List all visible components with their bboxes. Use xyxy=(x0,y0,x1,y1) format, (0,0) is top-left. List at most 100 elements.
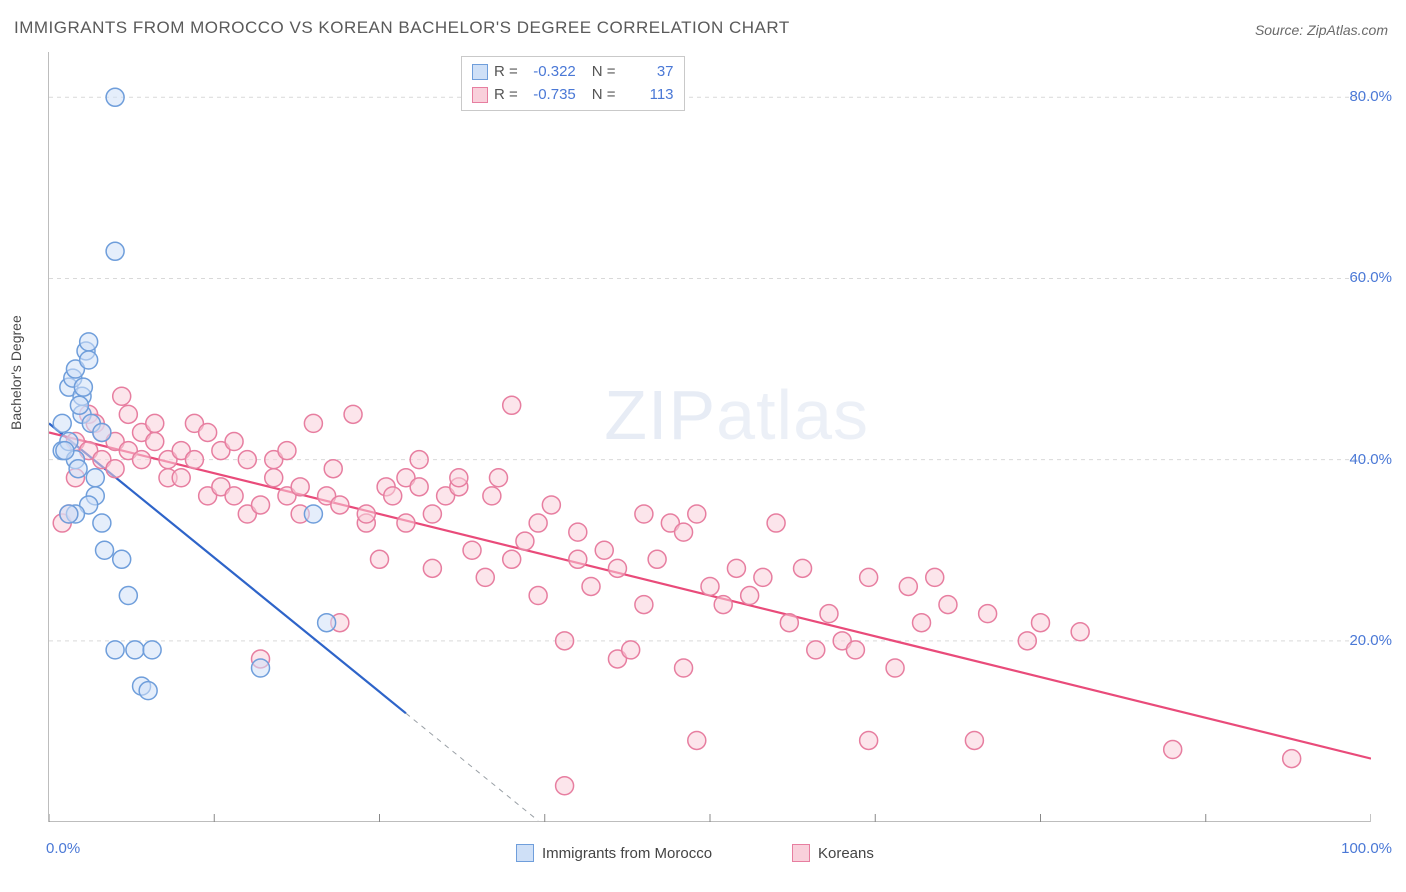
koreans-point xyxy=(754,568,772,586)
koreans-point xyxy=(172,469,190,487)
chart-plot-area: ZIPatlas R = -0.322N = 37R = -0.735N = 1… xyxy=(48,52,1370,822)
koreans-point xyxy=(450,469,468,487)
morocco-point xyxy=(56,442,74,460)
koreans-point xyxy=(688,505,706,523)
koreans-point xyxy=(635,505,653,523)
koreans-point xyxy=(463,541,481,559)
koreans-point xyxy=(357,505,375,523)
stats-row-koreans: R = -0.735N = 113 xyxy=(472,84,674,107)
koreans-point xyxy=(767,514,785,532)
koreans-point xyxy=(1032,614,1050,632)
source-attribution: Source: ZipAtlas.com xyxy=(1255,22,1388,38)
koreans-point xyxy=(860,568,878,586)
koreans-point xyxy=(106,460,124,478)
koreans-point xyxy=(675,659,693,677)
morocco-point xyxy=(113,550,131,568)
koreans-point xyxy=(675,523,693,541)
koreans-point xyxy=(423,559,441,577)
koreans-point xyxy=(807,641,825,659)
koreans-point xyxy=(278,442,296,460)
koreans-point xyxy=(476,568,494,586)
koreans-swatch-icon xyxy=(472,87,488,103)
stats-row-morocco: R = -0.322N = 37 xyxy=(472,61,674,84)
koreans-point xyxy=(119,405,137,423)
morocco-point xyxy=(106,242,124,260)
koreans-point xyxy=(410,451,428,469)
morocco-point xyxy=(80,351,98,369)
koreans-point xyxy=(780,614,798,632)
koreans-point xyxy=(979,605,997,623)
koreans-point xyxy=(569,523,587,541)
koreans-point xyxy=(556,632,574,650)
koreans-point xyxy=(913,614,931,632)
y-tick-label: 60.0% xyxy=(1349,269,1392,286)
koreans-point xyxy=(133,451,151,469)
koreans-point xyxy=(569,550,587,568)
koreans-point xyxy=(238,451,256,469)
morocco-point xyxy=(119,587,137,605)
x-tick-label-right: 100.0% xyxy=(1341,840,1392,857)
koreans-point xyxy=(516,532,534,550)
koreans-point xyxy=(185,451,203,469)
y-tick-label: 40.0% xyxy=(1349,451,1392,468)
koreans-point xyxy=(926,568,944,586)
koreans-point xyxy=(265,469,283,487)
y-tick-label: 80.0% xyxy=(1349,88,1392,105)
koreans-legend-label: Koreans xyxy=(818,845,874,862)
koreans-point xyxy=(503,550,521,568)
morocco-point xyxy=(106,641,124,659)
koreans-point xyxy=(225,433,243,451)
source-name: ZipAtlas.com xyxy=(1307,22,1388,38)
koreans-point xyxy=(939,596,957,614)
koreans-point xyxy=(483,487,501,505)
koreans-point xyxy=(344,405,362,423)
morocco-point xyxy=(80,333,98,351)
koreans-point xyxy=(199,423,217,441)
koreans-point xyxy=(331,496,349,514)
correlation-stats-box: R = -0.322N = 37R = -0.735N = 113 xyxy=(461,56,685,111)
koreans-point xyxy=(622,641,640,659)
morocco-point xyxy=(318,614,336,632)
koreans-point xyxy=(714,596,732,614)
koreans-point xyxy=(397,514,415,532)
koreans-point xyxy=(146,433,164,451)
legend-item-morocco: Immigrants from Morocco xyxy=(516,844,712,862)
morocco-legend-label: Immigrants from Morocco xyxy=(542,845,712,862)
y-axis-label: Bachelor's Degree xyxy=(8,315,24,430)
koreans-point xyxy=(410,478,428,496)
morocco-point xyxy=(93,514,111,532)
koreans-point xyxy=(794,559,812,577)
koreans-point xyxy=(371,550,389,568)
morocco-swatch-icon xyxy=(472,64,488,80)
koreans-point xyxy=(595,541,613,559)
stat-r-label: R = xyxy=(494,84,518,107)
morocco-point xyxy=(53,414,71,432)
koreans-point xyxy=(648,550,666,568)
koreans-point xyxy=(860,731,878,749)
koreans-point xyxy=(529,587,547,605)
stat-r-value: -0.322 xyxy=(524,61,576,84)
stat-r-label: R = xyxy=(494,61,518,84)
koreans-point xyxy=(1283,750,1301,768)
koreans-point xyxy=(727,559,745,577)
koreans-point xyxy=(608,559,626,577)
koreans-point xyxy=(820,605,838,623)
x-tick-label-left: 0.0% xyxy=(46,840,80,857)
koreans-point xyxy=(556,777,574,795)
koreans-point xyxy=(529,514,547,532)
morocco-point xyxy=(69,460,87,478)
morocco-point xyxy=(74,378,92,396)
koreans-point xyxy=(886,659,904,677)
morocco-point xyxy=(143,641,161,659)
koreans-point xyxy=(146,414,164,432)
koreans-point xyxy=(252,496,270,514)
stat-n-value: 113 xyxy=(622,84,674,107)
morocco-point xyxy=(139,682,157,700)
morocco-point xyxy=(252,659,270,677)
koreans-legend-swatch-icon xyxy=(792,844,810,862)
koreans-point xyxy=(423,505,441,523)
legend-item-koreans: Koreans xyxy=(792,844,874,862)
stat-r-value: -0.735 xyxy=(524,84,576,107)
koreans-point xyxy=(1071,623,1089,641)
koreans-point xyxy=(1164,741,1182,759)
